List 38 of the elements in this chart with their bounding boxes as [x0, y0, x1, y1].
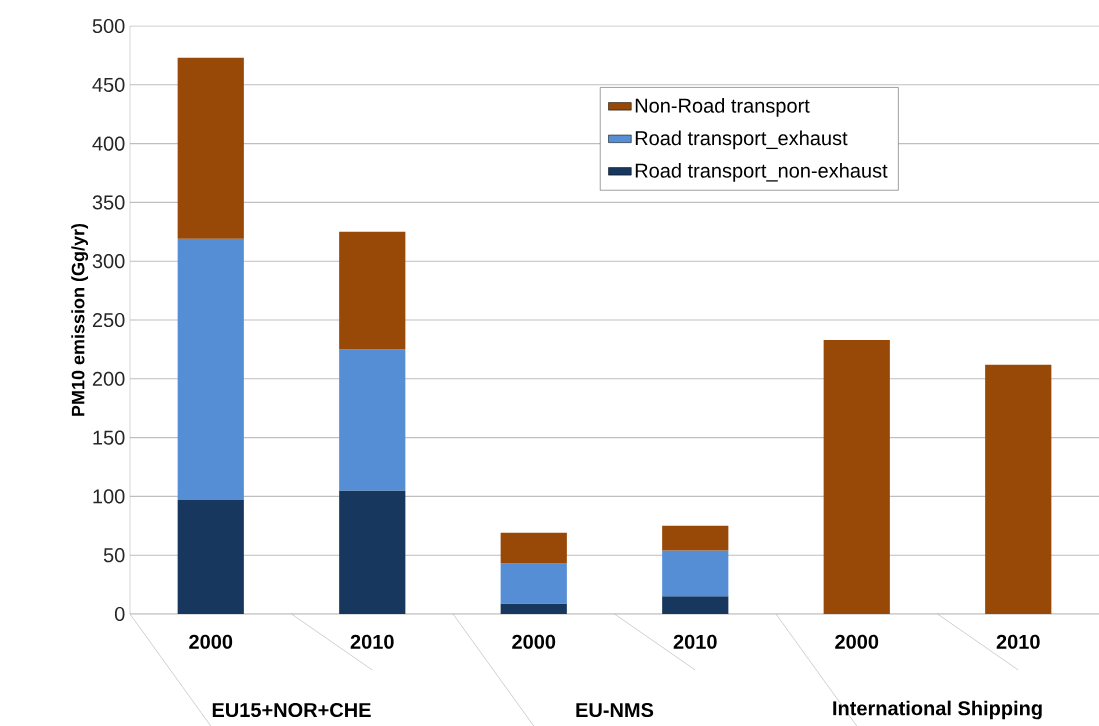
legend-label: Road transport_exhaust [635, 130, 848, 150]
bar [177, 499, 244, 614]
x-tick-label: 2010 [996, 634, 1040, 649]
bar [823, 339, 890, 614]
bar [662, 550, 729, 597]
y-tick-label: 400 [92, 136, 125, 151]
legend-label: Non-Road transport [635, 98, 810, 117]
y-tick-label: 300 [92, 254, 125, 269]
bar [662, 525, 729, 551]
bar [339, 490, 406, 614]
y-tick-label: 500 [92, 18, 125, 34]
bar [500, 563, 567, 604]
x-tick-label: 2010 [350, 634, 394, 649]
y-tick-label: 350 [92, 195, 125, 210]
y-tick-label: 250 [92, 312, 125, 328]
bar [500, 532, 567, 564]
bar [177, 238, 244, 500]
text: EU-NMS [576, 702, 654, 718]
x-tick-label: 2000 [512, 634, 556, 649]
bar [339, 349, 406, 491]
y-tick-label: 100 [93, 489, 125, 504]
bar [985, 364, 1052, 614]
bar [500, 603, 567, 614]
y-tick-label: 150 [93, 430, 125, 445]
bar [662, 596, 729, 614]
text: International Shipping [833, 700, 1042, 720]
x-tick-label: 2000 [835, 634, 879, 649]
y-tick-label: 450 [92, 77, 125, 92]
bar [339, 231, 406, 350]
y-tick-label: 50 [103, 548, 125, 563]
y-tick-label: 200 [92, 371, 125, 386]
x-tick-label: 2010 [673, 634, 717, 649]
x-tick-label: 2000 [189, 634, 233, 649]
legend-label: Road transport_non-exhaust [635, 163, 888, 182]
y-axis-title: PM10 emission (Gg/yr) [71, 223, 89, 416]
text: EU15+NOR+CHE [212, 702, 371, 718]
bar [177, 57, 244, 239]
y-tick-label: 0 [114, 606, 125, 622]
